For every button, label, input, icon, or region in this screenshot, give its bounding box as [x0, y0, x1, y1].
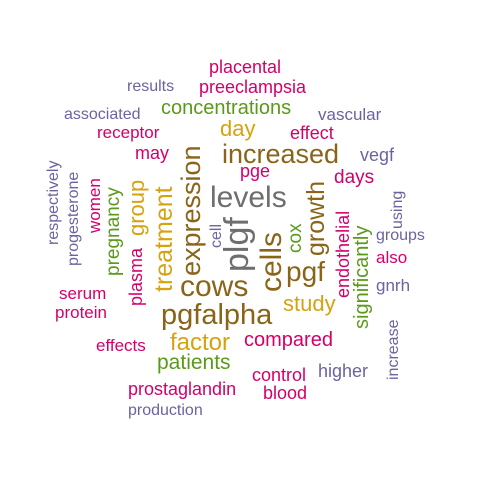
word-effect: effect	[290, 123, 334, 143]
word-study: study	[283, 291, 336, 316]
word-cows: cows	[180, 270, 249, 303]
word-patients: patients	[157, 351, 231, 374]
word-associated: associated	[64, 106, 141, 123]
word-pgfalpha: pgfalpha	[161, 299, 273, 331]
word-day: day	[220, 116, 256, 141]
word-increased: increased	[222, 139, 340, 169]
word-also: also	[376, 248, 408, 267]
word-pregnancy: pregnancy	[103, 187, 124, 276]
word-prostaglandin: prostaglandin	[128, 379, 237, 399]
word-pgf: pgf	[286, 256, 325, 287]
word-factor: factor	[170, 329, 231, 356]
word-higher: higher	[318, 361, 369, 381]
word-cells: cells	[255, 231, 288, 292]
word-may: may	[135, 143, 170, 163]
word-blood: blood	[263, 383, 308, 403]
word-plgf: plgf	[218, 217, 256, 272]
word-progesterone: progesterone	[65, 171, 82, 266]
word-production: production	[128, 402, 203, 419]
word-expression: expression	[176, 145, 206, 276]
word-preeclampsia: preeclampsia	[199, 77, 307, 97]
word-groups: groups	[376, 227, 425, 244]
word-growth: growth	[302, 180, 330, 256]
word-concentrations: concentrations	[161, 97, 292, 119]
word-effects: effects	[96, 336, 146, 355]
word-treatment: treatment	[150, 186, 178, 292]
word-endothelial: endothelial	[333, 210, 353, 298]
word-levels: levels	[210, 181, 287, 214]
word-using: using	[389, 190, 406, 229]
word-gnrh: gnrh	[376, 276, 411, 295]
word-protein: protein	[55, 303, 107, 322]
word-vascular: vascular	[318, 105, 382, 124]
word-serum: serum	[59, 284, 107, 303]
word-days: days	[334, 167, 375, 188]
word-receptor: receptor	[97, 123, 160, 142]
word-increase: increase	[385, 319, 402, 380]
word-results: results	[127, 78, 175, 95]
word-pge: pge	[240, 161, 271, 181]
word-control: control	[252, 365, 307, 385]
word-plasma: plasma	[126, 247, 146, 306]
word-significantly: significantly	[351, 225, 373, 329]
word-placental: placental	[209, 57, 282, 77]
word-compared: compared	[244, 329, 333, 351]
word-respectively: respectively	[45, 160, 62, 245]
word-vegf: vegf	[360, 145, 395, 165]
word-group: group	[124, 179, 149, 236]
word-women: women	[85, 178, 104, 233]
